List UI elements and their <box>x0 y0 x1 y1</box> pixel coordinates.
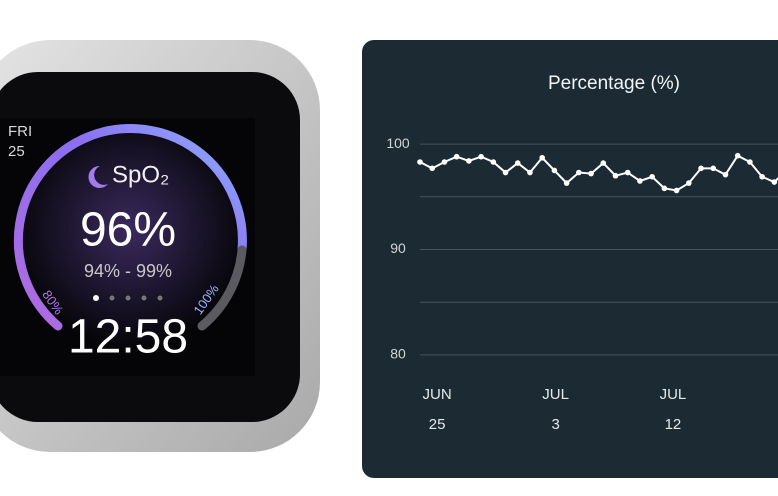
marker <box>710 165 717 172</box>
date: 25 <box>8 143 25 160</box>
marker <box>722 171 729 178</box>
range: 94% - 99% <box>84 261 172 281</box>
day: FRI <box>8 123 32 140</box>
marker <box>771 179 778 185</box>
marker <box>588 170 594 177</box>
marker <box>747 159 753 165</box>
x-tick-label: JUL 12 <box>659 386 687 433</box>
marker <box>600 160 607 166</box>
gauge-track <box>197 245 247 331</box>
marker <box>466 158 472 164</box>
marker <box>624 169 631 176</box>
marker <box>759 173 765 180</box>
watch-face <box>22 132 238 348</box>
y-tick-label: 100 <box>386 135 410 151</box>
metric: SpO₂ <box>112 161 169 188</box>
marker <box>490 159 497 165</box>
marker <box>478 153 484 160</box>
chart-title: Percentage (%) <box>548 73 680 94</box>
marker <box>563 180 570 186</box>
moon-icon <box>88 165 108 188</box>
marker <box>698 165 704 172</box>
marker <box>649 173 655 180</box>
x-tick-label: JUL 3 <box>542 386 569 433</box>
value: 96% <box>80 204 176 257</box>
marker <box>686 180 692 186</box>
y-tick-label: 80 <box>390 346 406 362</box>
marker <box>661 185 668 192</box>
gauge-arc <box>13 124 247 331</box>
marker <box>612 172 619 179</box>
marker <box>551 167 558 174</box>
marker <box>429 165 436 172</box>
chart-panel <box>362 40 778 478</box>
marker <box>441 159 448 165</box>
marker <box>453 153 460 160</box>
marker <box>734 152 741 159</box>
x-tick-label: JUN 25 <box>422 386 452 433</box>
plot-area <box>417 152 778 194</box>
marker <box>576 169 582 176</box>
marker <box>527 169 533 176</box>
page-dots <box>93 295 163 301</box>
time: 12:58 <box>68 311 188 364</box>
marker <box>673 187 680 194</box>
marker <box>637 178 643 184</box>
y-tick-label: 90 <box>390 240 406 256</box>
marker <box>539 154 545 161</box>
marker <box>514 160 521 166</box>
marker <box>502 169 509 176</box>
marker <box>417 159 423 165</box>
